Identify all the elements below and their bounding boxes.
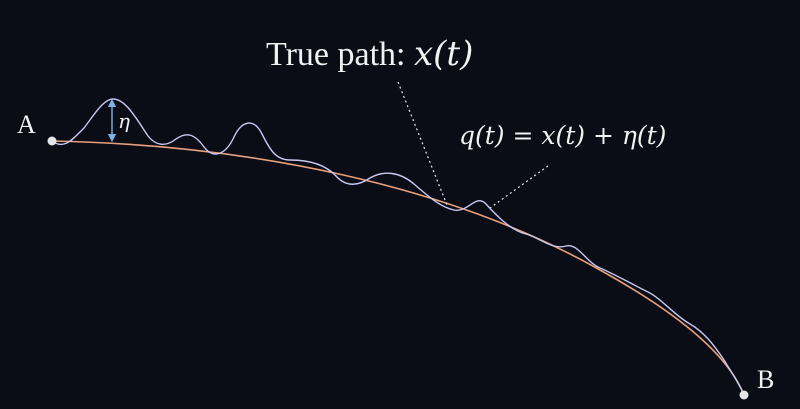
point-a-dot	[47, 136, 57, 146]
perturbed-path-leader	[489, 165, 549, 209]
true-path-label-text: True path:	[266, 36, 414, 73]
perturbed-path-curve	[51, 98, 745, 396]
true-path-leader	[397, 81, 448, 206]
point-b-dot	[739, 390, 749, 400]
true-path-curve	[51, 140, 745, 396]
true-path-label: True path: x(t)	[266, 34, 473, 74]
point-a-label: A	[17, 110, 36, 139]
eta-label: η	[118, 109, 130, 133]
true-path-label-math: x(t)	[414, 34, 473, 74]
point-b-label: B	[757, 365, 774, 394]
perturbed-path-label: q(t) = x(t) + η(t)	[459, 121, 666, 150]
